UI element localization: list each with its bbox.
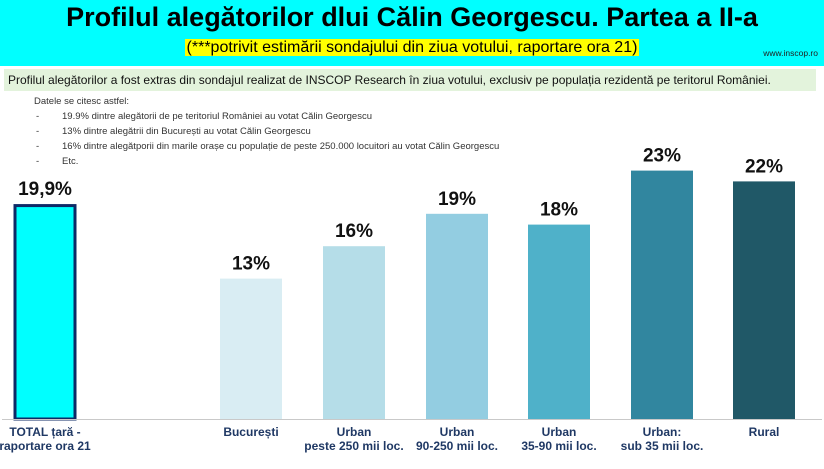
bar	[426, 213, 488, 419]
notes-heading: Datele se citesc astfel:	[34, 96, 130, 107]
subtitle-line: (***potrivit estimării sondajului din zi…	[0, 39, 824, 57]
reading-notes: Datele se citesc astfel: 19.9% dintre al…	[34, 94, 499, 169]
note-item: Etc.	[34, 154, 499, 169]
note-item: 19.9% dintre alegătorii de pe teritoriul…	[34, 109, 499, 124]
bar	[733, 181, 795, 419]
subtitle-text: (***potrivit estimării sondajului din zi…	[184, 39, 640, 56]
category-label: sub 35 mii loc.	[621, 439, 704, 453]
category-label: raportare ora 21	[0, 439, 91, 453]
bar	[220, 278, 282, 419]
note-item: 13% dintre alegătrii din București au vo…	[34, 124, 499, 139]
data-label: 19%	[438, 189, 476, 210]
data-label: 13%	[232, 254, 270, 275]
bar	[631, 170, 693, 419]
data-label: 22%	[745, 156, 783, 177]
data-label: 18%	[540, 200, 578, 221]
notes-list: 19.9% dintre alegătorii de pe teritoriul…	[34, 109, 499, 169]
category-label: Urban	[337, 425, 372, 439]
source-url: www.inscop.ro	[763, 48, 818, 58]
data-label: 16%	[335, 221, 373, 242]
data-label: 19,9%	[18, 179, 72, 200]
bar	[528, 224, 590, 419]
category-label: 90-250 mii loc.	[416, 439, 498, 453]
category-label: Urban	[440, 425, 475, 439]
page-title: Profilul alegătorilor dlui Călin Georges…	[66, 2, 758, 32]
intro-text: Profilul alegătorilor a fost extras din …	[4, 69, 816, 91]
category-label: Rural	[749, 425, 780, 439]
bar	[13, 204, 77, 421]
note-item: 16% dintre alegătporii din marile orașe …	[34, 139, 499, 154]
title-banner: Profilul alegătorilor dlui Călin Georges…	[0, 0, 824, 66]
data-label: 23%	[643, 146, 681, 167]
category-label: TOTAL țară -	[9, 425, 80, 439]
category-label: 35-90 mii loc.	[521, 439, 596, 453]
category-label: București	[223, 425, 278, 439]
bar	[323, 246, 385, 419]
category-label: peste 250 mii loc.	[304, 439, 403, 453]
category-label: Urban	[542, 425, 577, 439]
category-label: Urban:	[643, 425, 682, 439]
